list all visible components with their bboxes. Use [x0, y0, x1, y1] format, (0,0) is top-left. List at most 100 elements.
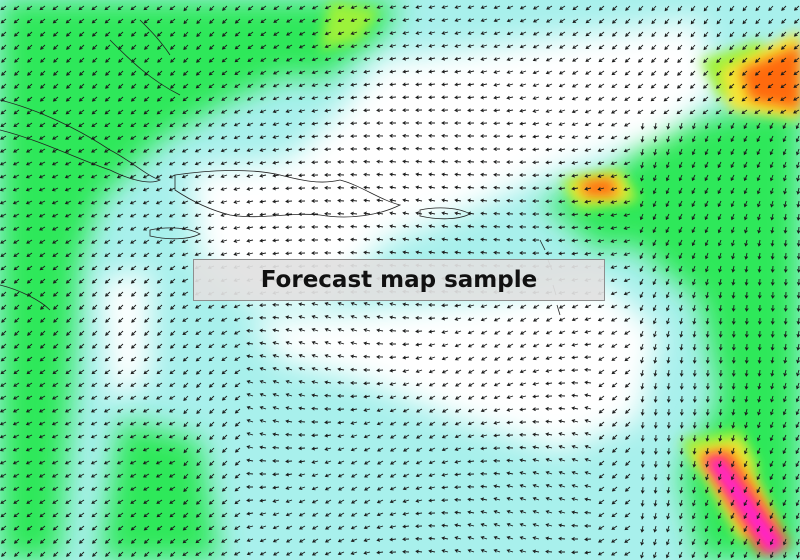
wind-arrow	[130, 226, 137, 231]
wind-arrow	[756, 460, 761, 468]
wind-arrow	[571, 432, 579, 436]
wind-arrow	[26, 369, 33, 375]
wind-arrow	[782, 135, 787, 143]
wind-arrow	[780, 83, 787, 89]
wind-arrow	[744, 434, 748, 442]
wind-arrow	[571, 160, 579, 165]
wind-arrow	[65, 252, 72, 258]
wind-arrow	[376, 250, 384, 255]
wind-arrow	[597, 161, 605, 165]
wind-arrow	[454, 549, 462, 553]
wind-arrow	[664, 70, 670, 76]
wind-arrow	[311, 251, 319, 255]
wind-arrow	[692, 369, 697, 377]
wind-arrow	[285, 328, 293, 332]
wind-arrow	[78, 239, 85, 244]
wind-arrow	[51, 174, 59, 179]
wind-arrow	[311, 433, 319, 438]
wind-arrow	[350, 121, 358, 126]
wind-arrow	[690, 70, 696, 76]
wind-arrow	[25, 408, 33, 413]
wind-arrow	[181, 239, 189, 244]
wind-arrow	[26, 122, 33, 127]
wind-arrow	[337, 301, 345, 306]
wind-arrow	[183, 499, 189, 505]
wind-arrow	[312, 538, 319, 543]
wind-arrow	[730, 187, 735, 195]
wind-arrow	[506, 134, 514, 139]
wind-arrow	[272, 160, 280, 165]
wind-arrow	[246, 471, 254, 476]
wind-arrow	[337, 551, 345, 556]
wind-arrow	[796, 200, 800, 208]
wind-arrow	[441, 69, 449, 74]
wind-arrow	[428, 82, 436, 87]
wind-arrow	[285, 212, 293, 217]
wind-arrow	[666, 434, 671, 442]
wind-arrow	[142, 187, 150, 192]
wind-arrow	[389, 302, 397, 307]
wind-arrow	[298, 199, 306, 204]
wind-arrow	[692, 343, 697, 351]
wind-arrow	[40, 70, 46, 76]
wind-arrow	[571, 510, 579, 515]
wind-arrow	[27, 304, 33, 310]
wind-arrow	[389, 499, 397, 504]
wind-arrow	[169, 148, 176, 153]
wind-arrow	[545, 394, 553, 399]
wind-arrow	[13, 239, 20, 244]
wind-arrow	[196, 395, 202, 401]
wind-arrow	[429, 421, 436, 426]
wind-arrow	[104, 18, 111, 24]
wind-arrow	[65, 18, 72, 24]
wind-arrow	[196, 473, 202, 480]
wind-arrow	[533, 317, 540, 322]
wind-arrow	[104, 486, 111, 491]
wind-arrow	[744, 395, 749, 403]
wind-arrow	[545, 44, 553, 49]
wind-arrow	[65, 486, 72, 491]
wind-arrow	[221, 44, 228, 50]
wind-arrow	[665, 187, 670, 195]
wind-arrow	[13, 538, 20, 544]
wind-arrow	[705, 421, 710, 429]
wind-arrow	[545, 419, 553, 424]
wind-arrow	[717, 473, 722, 481]
wind-arrow	[181, 200, 189, 205]
wind-arrow	[545, 317, 553, 322]
wind-arrow	[652, 317, 657, 325]
wind-direction-arrows	[0, 5, 800, 559]
wind-arrow	[324, 251, 332, 255]
wind-arrow	[233, 174, 241, 178]
wind-arrow	[718, 447, 723, 455]
wind-arrow	[12, 161, 20, 166]
wind-arrow	[545, 483, 553, 488]
wind-arrow	[769, 421, 774, 429]
wind-arrow	[532, 225, 540, 229]
wind-arrow	[691, 538, 696, 546]
wind-arrow	[376, 56, 384, 61]
wind-arrow	[716, 70, 722, 76]
wind-arrow	[678, 525, 683, 533]
wind-arrow	[639, 304, 644, 312]
wind-arrow	[168, 460, 176, 465]
wind-arrow	[234, 369, 241, 374]
wind-arrow	[181, 187, 189, 192]
wind-arrow	[156, 226, 163, 231]
wind-arrow	[169, 252, 176, 258]
wind-arrow	[90, 187, 98, 192]
wind-arrow	[584, 225, 592, 230]
wind-arrow	[272, 212, 280, 217]
wind-arrow	[454, 356, 462, 361]
wind-arrow	[324, 393, 332, 398]
wind-arrow	[703, 44, 709, 51]
wind-arrow	[285, 122, 293, 126]
wind-arrow	[703, 5, 709, 12]
wind-arrow	[717, 122, 722, 130]
wind-arrow	[532, 147, 540, 152]
wind-arrow	[105, 551, 111, 557]
wind-arrow	[182, 356, 189, 362]
wind-arrow	[558, 96, 566, 101]
wind-arrow	[519, 420, 527, 425]
